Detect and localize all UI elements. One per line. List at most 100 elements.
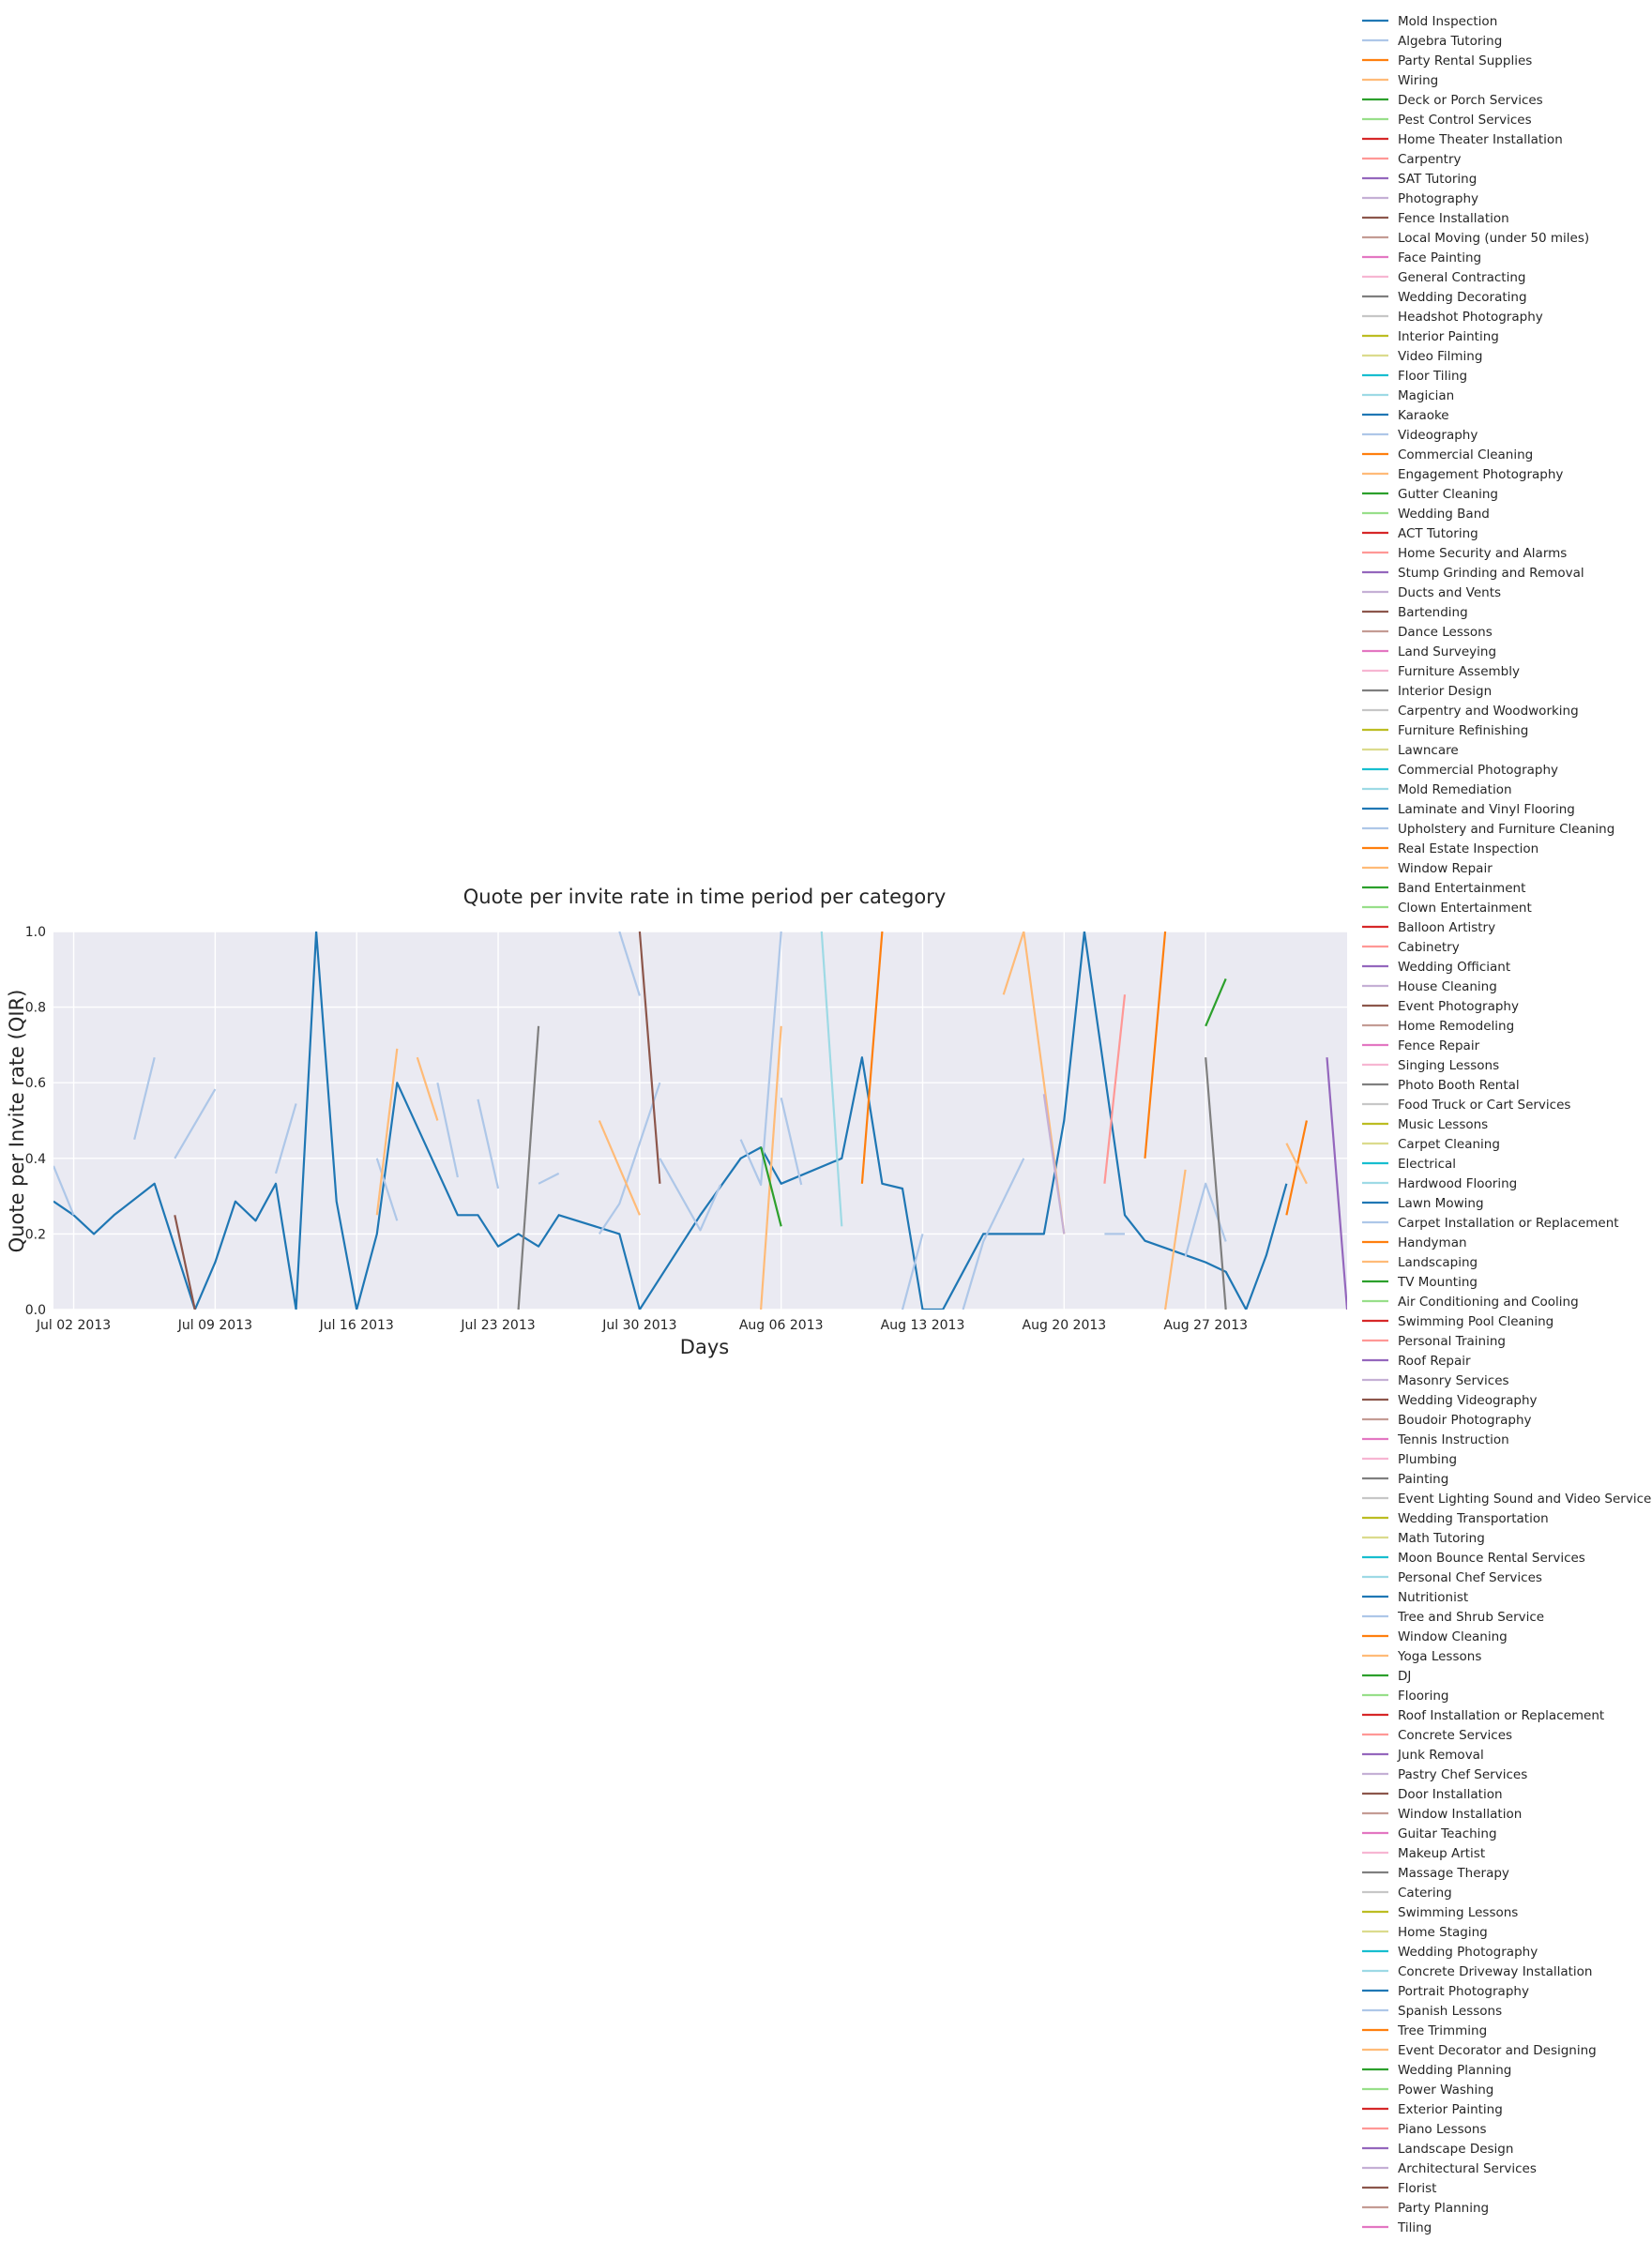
legend-label: Furniture Refinishing — [1398, 723, 1528, 738]
plot-area — [53, 932, 1347, 1310]
series-line-mold-inspection — [53, 932, 1288, 1310]
legend-label: Landscaping — [1398, 1255, 1478, 1270]
legend-item: Makeup Artist — [1362, 1846, 1485, 1861]
legend-item: Wedding Transportation — [1362, 1511, 1549, 1526]
legend-label: SAT Tutoring — [1398, 172, 1477, 187]
legend-item: Karaoke — [1362, 408, 1449, 423]
y-tick-label: 0.8 — [25, 1001, 46, 1016]
legend-item: Yoga Lessons — [1362, 1649, 1481, 1664]
x-tick-label: Jul 09 2013 — [177, 1318, 252, 1333]
legend-item: Window Installation — [1362, 1807, 1522, 1822]
x-tick-label: Jul 23 2013 — [460, 1318, 535, 1333]
legend-item: Guitar Teaching — [1362, 1826, 1497, 1841]
legend-label: Bartending — [1398, 605, 1468, 620]
legend-item: Interior Design — [1362, 684, 1492, 699]
legend-item: Land Surveying — [1362, 644, 1496, 659]
legend-label: DJ — [1398, 1669, 1411, 1684]
legend-item: Door Installation — [1362, 1787, 1503, 1802]
legend-label: ACT Tutoring — [1398, 526, 1478, 541]
legend-item: Painting — [1362, 1472, 1448, 1487]
legend-label: Fence Installation — [1398, 211, 1509, 226]
series-line-party-rental-supplies — [1285, 1120, 1308, 1216]
legend-label: Electrical — [1398, 1157, 1456, 1172]
legend-label: Massage Therapy — [1398, 1866, 1509, 1881]
legend-label: Singing Lessons — [1398, 1058, 1499, 1073]
legend-item: Nutritionist — [1362, 1590, 1468, 1605]
legend-item: Cabinetry — [1362, 940, 1460, 955]
legend-item: Landscape Design — [1362, 2142, 1513, 2157]
legend-item: Math Tutoring — [1362, 1531, 1485, 1546]
legend-item: Personal Training — [1362, 1334, 1506, 1349]
legend-label: Tree and Shrub Service — [1397, 1610, 1544, 1625]
series-lines — [53, 932, 1347, 1310]
legend-item: Stump Grinding and Removal — [1362, 566, 1584, 581]
legend-label: Real Estate Inspection — [1398, 841, 1538, 856]
legend-item: Face Painting — [1362, 250, 1481, 265]
legend-item: Florist — [1362, 2181, 1436, 2196]
legend-label: Moon Bounce Rental Services — [1398, 1551, 1585, 1566]
legend-item: Window Repair — [1362, 861, 1493, 876]
legend-item: Ducts and Vents — [1362, 585, 1501, 600]
legend-item: Local Moving (under 50 miles) — [1362, 231, 1589, 246]
legend-item: Wedding Planning — [1362, 2063, 1511, 2078]
series-line-wiring — [1002, 932, 1066, 1235]
x-tick-label: Aug 13 2013 — [881, 1318, 965, 1333]
series-line-wiring — [375, 1048, 399, 1216]
legend-label: Makeup Artist — [1398, 1846, 1485, 1861]
legend-item: Wedding Decorating — [1362, 290, 1527, 305]
legend-item: Furniture Assembly — [1362, 664, 1520, 679]
legend-item: DJ — [1362, 1669, 1411, 1684]
series-line-algebra-tutoring — [538, 1172, 560, 1185]
legend-item: Singing Lessons — [1362, 1058, 1499, 1073]
legend-label: Clown Entertainment — [1398, 901, 1532, 916]
legend-label: Wedding Band — [1398, 507, 1490, 522]
series-line-wedding-decorating — [517, 1025, 540, 1310]
series-line-wiring — [1164, 1169, 1187, 1310]
legend-item: Catering — [1362, 1886, 1452, 1901]
legend-label: Wedding Officiant — [1398, 960, 1510, 975]
series-line-algebra-tutoring — [618, 932, 641, 996]
legend-label: Tennis Instruction — [1397, 1432, 1509, 1447]
legend-item: Mold Inspection — [1362, 14, 1497, 29]
legend-label: Band Entertainment — [1398, 881, 1525, 896]
legend-label: Upholstery and Furniture Cleaning — [1398, 822, 1614, 837]
legend-item: Flooring — [1362, 1689, 1448, 1704]
legend-label: Catering — [1398, 1886, 1452, 1901]
legend-item: Carpentry and Woodworking — [1362, 704, 1579, 719]
legend-item: Landscaping — [1362, 1255, 1478, 1270]
legend-label: Wiring — [1398, 73, 1438, 88]
legend-label: Furniture Assembly — [1398, 664, 1520, 679]
legend-item: Home Theater Installation — [1362, 132, 1563, 147]
legend-label: Home Remodeling — [1398, 1019, 1514, 1034]
legend-label: Videography — [1398, 428, 1478, 443]
x-tick-label: Aug 27 2013 — [1163, 1318, 1248, 1333]
series-line-algebra-tutoring — [659, 1158, 722, 1232]
legend-label: Dance Lessons — [1398, 625, 1493, 640]
series-line-wiring — [760, 1025, 782, 1310]
legend-label: Ducts and Vents — [1398, 585, 1501, 600]
legend-label: Wedding Photography — [1398, 1945, 1538, 1960]
legend-item: Lawncare — [1362, 743, 1459, 758]
legend-item: Junk Removal — [1362, 1748, 1484, 1763]
legend-label: Interior Design — [1398, 684, 1492, 699]
legend-label: Photo Booth Rental — [1398, 1078, 1520, 1093]
legend-item: Party Rental Supplies — [1362, 53, 1532, 68]
legend-item: Power Washing — [1362, 2083, 1493, 2098]
series-line-algebra-tutoring — [53, 1165, 75, 1216]
legend-label: Interior Painting — [1398, 329, 1499, 344]
y-tick-label: 0.4 — [25, 1152, 46, 1167]
legend-item: Architectural Services — [1362, 2161, 1537, 2176]
legend-item: Spanish Lessons — [1362, 2004, 1502, 2019]
legend-label: Piano Lessons — [1398, 2122, 1486, 2137]
legend-label: Masonry Services — [1398, 1373, 1509, 1388]
legend-item: Concrete Services — [1362, 1728, 1512, 1743]
legend-item: Roof Repair — [1362, 1354, 1471, 1369]
legend-label: Commercial Cleaning — [1398, 447, 1533, 462]
x-tick-label: Aug 20 2013 — [1023, 1318, 1107, 1333]
legend-label: Flooring — [1398, 1689, 1448, 1704]
legend-label: Event Photography — [1398, 999, 1519, 1014]
legend-label: Lawn Mowing — [1398, 1196, 1484, 1211]
legend-label: Cabinetry — [1398, 940, 1460, 955]
legend-label: Roof Repair — [1398, 1354, 1471, 1369]
